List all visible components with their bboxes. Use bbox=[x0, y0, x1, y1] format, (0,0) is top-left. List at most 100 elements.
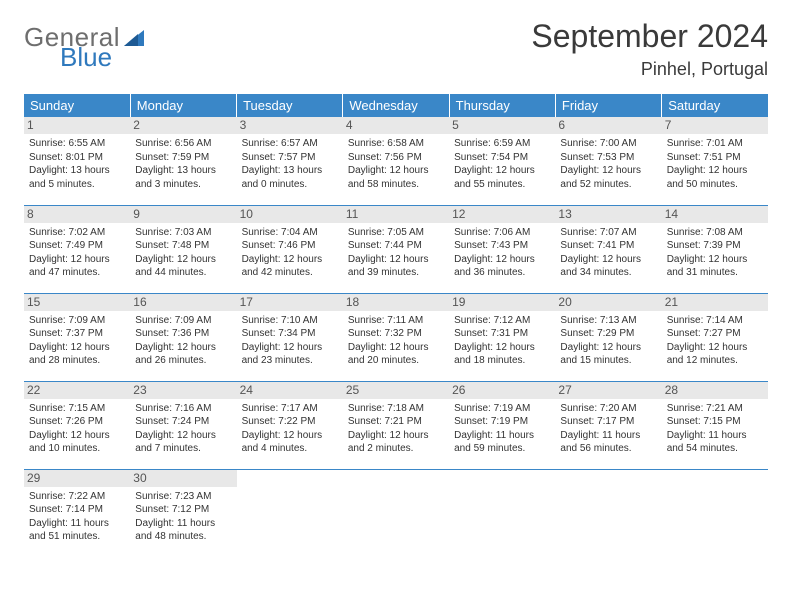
day-info: Sunrise: 7:10 AM Sunset: 7:34 PM Dayligh… bbox=[242, 314, 338, 368]
day-cell: 22 Sunrise: 7:15 AM Sunset: 7:26 PM Dayl… bbox=[24, 381, 130, 469]
month-title: September 2024 bbox=[531, 18, 768, 55]
day-info: Sunrise: 7:13 AM Sunset: 7:29 PM Dayligh… bbox=[560, 314, 656, 368]
day-info: Sunrise: 7:07 AM Sunset: 7:41 PM Dayligh… bbox=[560, 226, 656, 280]
day-cell: 25 Sunrise: 7:18 AM Sunset: 7:21 PM Dayl… bbox=[343, 381, 449, 469]
weekday-header: Thursday bbox=[449, 94, 555, 117]
day-cell: 29 Sunrise: 7:22 AM Sunset: 7:14 PM Dayl… bbox=[24, 469, 130, 557]
day-cell: 8 Sunrise: 7:02 AM Sunset: 7:49 PM Dayli… bbox=[24, 205, 130, 293]
header-bar: General Blue September 2024 Pinhel, Port… bbox=[24, 18, 768, 80]
day-cell: 3 Sunrise: 6:57 AM Sunset: 7:57 PM Dayli… bbox=[237, 117, 343, 205]
day-info: Sunrise: 7:02 AM Sunset: 7:49 PM Dayligh… bbox=[29, 226, 125, 280]
day-number: 22 bbox=[24, 382, 130, 399]
weekday-header-row: Sunday Monday Tuesday Wednesday Thursday… bbox=[24, 94, 768, 117]
calendar-row: 15 Sunrise: 7:09 AM Sunset: 7:37 PM Dayl… bbox=[24, 293, 768, 381]
empty-cell bbox=[237, 469, 343, 557]
day-cell: 11 Sunrise: 7:05 AM Sunset: 7:44 PM Dayl… bbox=[343, 205, 449, 293]
day-info: Sunrise: 7:08 AM Sunset: 7:39 PM Dayligh… bbox=[667, 226, 763, 280]
day-cell: 5 Sunrise: 6:59 AM Sunset: 7:54 PM Dayli… bbox=[449, 117, 555, 205]
weekday-header: Monday bbox=[130, 94, 236, 117]
location-label: Pinhel, Portugal bbox=[531, 59, 768, 80]
brand-text-2: Blue bbox=[60, 44, 148, 70]
day-number: 8 bbox=[24, 206, 130, 223]
weekday-header: Wednesday bbox=[343, 94, 449, 117]
day-number: 1 bbox=[24, 117, 130, 134]
day-number: 27 bbox=[555, 382, 661, 399]
day-cell: 7 Sunrise: 7:01 AM Sunset: 7:51 PM Dayli… bbox=[662, 117, 768, 205]
title-block: September 2024 Pinhel, Portugal bbox=[531, 18, 768, 80]
empty-cell bbox=[343, 469, 449, 557]
day-number: 14 bbox=[662, 206, 768, 223]
day-cell: 28 Sunrise: 7:21 AM Sunset: 7:15 PM Dayl… bbox=[662, 381, 768, 469]
day-cell: 10 Sunrise: 7:04 AM Sunset: 7:46 PM Dayl… bbox=[237, 205, 343, 293]
day-info: Sunrise: 7:01 AM Sunset: 7:51 PM Dayligh… bbox=[667, 137, 763, 191]
day-cell: 23 Sunrise: 7:16 AM Sunset: 7:24 PM Dayl… bbox=[130, 381, 236, 469]
day-number: 25 bbox=[343, 382, 449, 399]
weekday-header: Tuesday bbox=[237, 94, 343, 117]
day-cell: 18 Sunrise: 7:11 AM Sunset: 7:32 PM Dayl… bbox=[343, 293, 449, 381]
day-number: 7 bbox=[662, 117, 768, 134]
day-number: 30 bbox=[130, 470, 236, 487]
day-info: Sunrise: 7:22 AM Sunset: 7:14 PM Dayligh… bbox=[29, 490, 125, 544]
day-cell: 26 Sunrise: 7:19 AM Sunset: 7:19 PM Dayl… bbox=[449, 381, 555, 469]
weekday-header: Sunday bbox=[24, 94, 130, 117]
day-number: 12 bbox=[449, 206, 555, 223]
day-number: 11 bbox=[343, 206, 449, 223]
day-info: Sunrise: 6:59 AM Sunset: 7:54 PM Dayligh… bbox=[454, 137, 550, 191]
day-number: 15 bbox=[24, 294, 130, 311]
day-info: Sunrise: 7:16 AM Sunset: 7:24 PM Dayligh… bbox=[135, 402, 231, 456]
calendar-row: 1 Sunrise: 6:55 AM Sunset: 8:01 PM Dayli… bbox=[24, 117, 768, 205]
day-info: Sunrise: 6:55 AM Sunset: 8:01 PM Dayligh… bbox=[29, 137, 125, 191]
day-info: Sunrise: 7:09 AM Sunset: 7:37 PM Dayligh… bbox=[29, 314, 125, 368]
day-number: 24 bbox=[237, 382, 343, 399]
day-number: 2 bbox=[130, 117, 236, 134]
day-number: 26 bbox=[449, 382, 555, 399]
day-cell: 14 Sunrise: 7:08 AM Sunset: 7:39 PM Dayl… bbox=[662, 205, 768, 293]
day-number: 3 bbox=[237, 117, 343, 134]
day-number: 10 bbox=[237, 206, 343, 223]
calendar-row: 29 Sunrise: 7:22 AM Sunset: 7:14 PM Dayl… bbox=[24, 469, 768, 557]
day-number: 21 bbox=[662, 294, 768, 311]
day-info: Sunrise: 7:17 AM Sunset: 7:22 PM Dayligh… bbox=[242, 402, 338, 456]
day-number: 17 bbox=[237, 294, 343, 311]
day-number: 18 bbox=[343, 294, 449, 311]
day-cell: 16 Sunrise: 7:09 AM Sunset: 7:36 PM Dayl… bbox=[130, 293, 236, 381]
day-number: 6 bbox=[555, 117, 661, 134]
day-number: 29 bbox=[24, 470, 130, 487]
day-info: Sunrise: 7:11 AM Sunset: 7:32 PM Dayligh… bbox=[348, 314, 444, 368]
calendar-table: Sunday Monday Tuesday Wednesday Thursday… bbox=[24, 94, 768, 557]
day-info: Sunrise: 6:56 AM Sunset: 7:59 PM Dayligh… bbox=[135, 137, 231, 191]
weekday-header: Friday bbox=[555, 94, 661, 117]
day-number: 23 bbox=[130, 382, 236, 399]
day-info: Sunrise: 7:04 AM Sunset: 7:46 PM Dayligh… bbox=[242, 226, 338, 280]
day-info: Sunrise: 7:05 AM Sunset: 7:44 PM Dayligh… bbox=[348, 226, 444, 280]
day-info: Sunrise: 6:57 AM Sunset: 7:57 PM Dayligh… bbox=[242, 137, 338, 191]
day-cell: 1 Sunrise: 6:55 AM Sunset: 8:01 PM Dayli… bbox=[24, 117, 130, 205]
day-cell: 4 Sunrise: 6:58 AM Sunset: 7:56 PM Dayli… bbox=[343, 117, 449, 205]
day-number: 16 bbox=[130, 294, 236, 311]
day-cell: 30 Sunrise: 7:23 AM Sunset: 7:12 PM Dayl… bbox=[130, 469, 236, 557]
day-cell: 19 Sunrise: 7:12 AM Sunset: 7:31 PM Dayl… bbox=[449, 293, 555, 381]
day-info: Sunrise: 7:15 AM Sunset: 7:26 PM Dayligh… bbox=[29, 402, 125, 456]
day-info: Sunrise: 7:14 AM Sunset: 7:27 PM Dayligh… bbox=[667, 314, 763, 368]
day-info: Sunrise: 7:12 AM Sunset: 7:31 PM Dayligh… bbox=[454, 314, 550, 368]
day-info: Sunrise: 7:23 AM Sunset: 7:12 PM Dayligh… bbox=[135, 490, 231, 544]
empty-cell bbox=[449, 469, 555, 557]
day-cell: 15 Sunrise: 7:09 AM Sunset: 7:37 PM Dayl… bbox=[24, 293, 130, 381]
day-cell: 27 Sunrise: 7:20 AM Sunset: 7:17 PM Dayl… bbox=[555, 381, 661, 469]
weekday-header: Saturday bbox=[662, 94, 768, 117]
day-number: 20 bbox=[555, 294, 661, 311]
day-info: Sunrise: 7:20 AM Sunset: 7:17 PM Dayligh… bbox=[560, 402, 656, 456]
day-cell: 21 Sunrise: 7:14 AM Sunset: 7:27 PM Dayl… bbox=[662, 293, 768, 381]
day-info: Sunrise: 7:18 AM Sunset: 7:21 PM Dayligh… bbox=[348, 402, 444, 456]
day-info: Sunrise: 7:06 AM Sunset: 7:43 PM Dayligh… bbox=[454, 226, 550, 280]
day-info: Sunrise: 7:09 AM Sunset: 7:36 PM Dayligh… bbox=[135, 314, 231, 368]
day-cell: 20 Sunrise: 7:13 AM Sunset: 7:29 PM Dayl… bbox=[555, 293, 661, 381]
day-number: 19 bbox=[449, 294, 555, 311]
day-number: 5 bbox=[449, 117, 555, 134]
empty-cell bbox=[662, 469, 768, 557]
day-number: 13 bbox=[555, 206, 661, 223]
day-cell: 6 Sunrise: 7:00 AM Sunset: 7:53 PM Dayli… bbox=[555, 117, 661, 205]
day-number: 28 bbox=[662, 382, 768, 399]
day-number: 4 bbox=[343, 117, 449, 134]
calendar-row: 8 Sunrise: 7:02 AM Sunset: 7:49 PM Dayli… bbox=[24, 205, 768, 293]
